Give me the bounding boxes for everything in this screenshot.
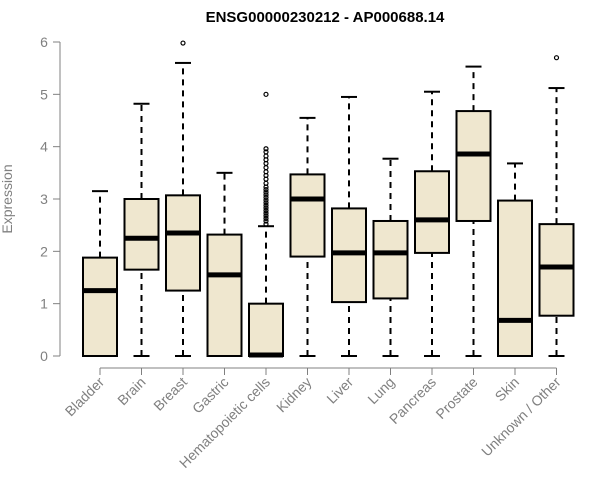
- outlier-point: [263, 197, 269, 203]
- outlier-point: [263, 213, 269, 219]
- x-tick-label: Skin: [492, 374, 523, 405]
- outlier-point: [263, 207, 269, 214]
- outlier-point: [263, 200, 269, 206]
- boxes-group: [82, 40, 575, 358]
- outlier-point: [263, 215, 269, 221]
- x-tick-label: Bladder: [62, 374, 108, 420]
- iqr-box: [165, 194, 201, 292]
- box-skin: [497, 162, 533, 357]
- outlier-point: [180, 40, 186, 46]
- x-tick-label: Prostate: [432, 374, 480, 422]
- y-axis-label: Expression: [0, 164, 15, 233]
- outlier-point: [263, 221, 269, 227]
- outlier-point: [553, 55, 560, 61]
- iqr-box: [82, 256, 118, 358]
- box-hematopoietic-cells: [248, 91, 284, 358]
- outlier-point: [263, 165, 269, 171]
- iqr-box: [123, 198, 160, 271]
- box-bladder: [82, 190, 118, 358]
- y-tick-label: 4: [40, 139, 48, 155]
- box-kidney: [289, 116, 326, 357]
- axes: 0 1 2 3 4 5 6: [40, 34, 557, 375]
- iqr-box: [497, 199, 533, 357]
- iqr-box: [414, 170, 450, 254]
- x-tick-label: Lung: [364, 374, 397, 407]
- outlier-point: [263, 146, 269, 152]
- y-tick-label: 3: [40, 191, 48, 207]
- outlier-point: [263, 202, 269, 208]
- outlier-point: [263, 205, 269, 211]
- iqr-box: [289, 173, 326, 258]
- iqr-box: [206, 233, 243, 357]
- box-gastric: [206, 171, 243, 357]
- chart-title: ENSG00000230212 - AP000688.14: [206, 9, 445, 26]
- outlier-point: [263, 189, 269, 195]
- box-pancreas: [414, 90, 450, 357]
- iqr-box: [455, 110, 492, 222]
- y-tick-label: 5: [40, 86, 48, 102]
- iqr-box: [248, 302, 284, 357]
- x-tick-label: Kidney: [273, 374, 315, 416]
- outlier-point: [263, 192, 269, 198]
- y-tick-label: 6: [40, 34, 48, 50]
- outlier-point: [263, 210, 269, 216]
- x-tick-label: Brain: [114, 374, 148, 408]
- x-tick-label: Breast: [150, 374, 190, 414]
- box-unknown-other: [538, 55, 575, 357]
- outlier-point: [263, 186, 269, 193]
- outlier-point: [263, 149, 269, 155]
- box-brain: [123, 102, 160, 357]
- box-breast: [165, 40, 201, 357]
- outlier-point: [263, 194, 269, 201]
- iqr-box: [538, 223, 575, 317]
- x-tick-label: Liver: [323, 374, 356, 407]
- x-tick-label: Unknown / Other: [478, 374, 564, 460]
- outlier-point: [263, 218, 269, 224]
- box-lung: [372, 157, 409, 357]
- y-tick-label: 2: [40, 243, 48, 259]
- y-tick-label: 1: [40, 296, 48, 312]
- outlier-point: [263, 91, 269, 97]
- box-liver: [331, 95, 367, 357]
- y-tick-label: 0: [40, 348, 48, 364]
- iqr-box: [372, 219, 409, 300]
- box-prostate: [455, 65, 492, 357]
